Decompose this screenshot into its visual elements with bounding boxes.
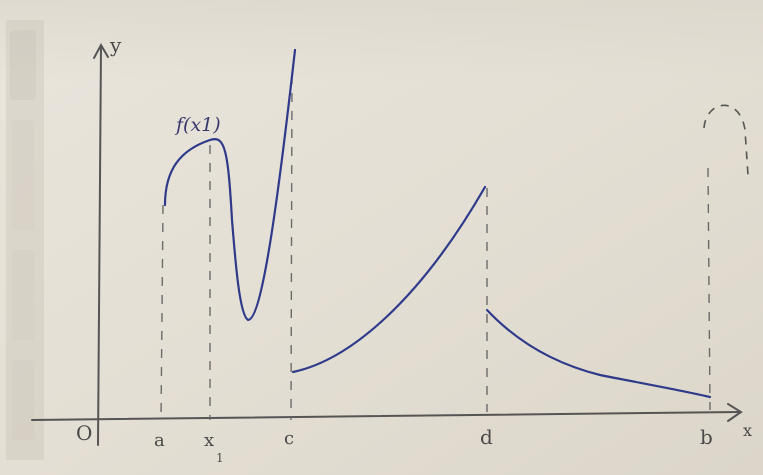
x-axis-label: x bbox=[743, 421, 752, 440]
curve-segment-1 bbox=[163, 48, 297, 322]
x-axis-arrow bbox=[727, 403, 743, 422]
guide-b bbox=[707, 167, 711, 411]
y-axis-label: y bbox=[109, 33, 122, 57]
bleed-through-strip bbox=[6, 20, 44, 460]
label-c: c bbox=[284, 428, 294, 449]
label-b: b bbox=[700, 425, 713, 449]
curve-segment-3 bbox=[485, 308, 712, 399]
label-x1: x bbox=[204, 430, 214, 451]
label-x1-subscript: 1 bbox=[216, 451, 224, 465]
label-d: d bbox=[480, 425, 493, 449]
axes bbox=[31, 42, 743, 446]
y-axis-arrow bbox=[93, 42, 109, 59]
x-axis-line bbox=[31, 411, 741, 421]
function-curves bbox=[163, 48, 712, 399]
dashed-arc bbox=[703, 104, 749, 176]
paper-top-shade bbox=[0, 0, 763, 80]
origin-label: O bbox=[76, 421, 92, 445]
guide-c bbox=[290, 74, 293, 421]
label-f-x1: f(x1) bbox=[174, 114, 221, 136]
y-axis-line bbox=[97, 45, 102, 446]
label-a: a bbox=[154, 430, 165, 451]
curve-segment-2 bbox=[291, 185, 487, 374]
dashed-guides bbox=[160, 74, 711, 421]
